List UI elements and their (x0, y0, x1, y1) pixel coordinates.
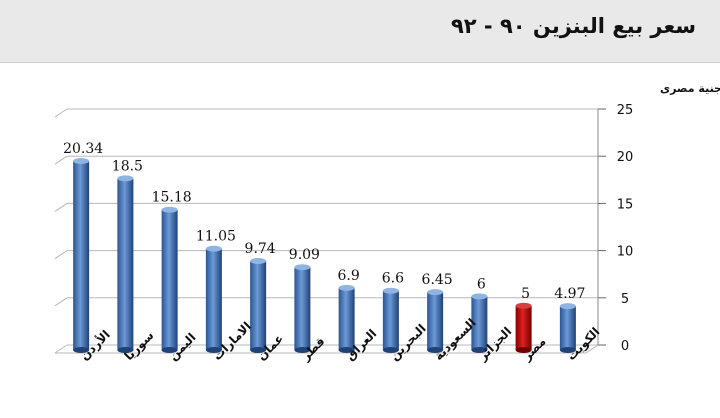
value-label: 4.97 (554, 286, 585, 302)
bars (73, 157, 576, 353)
y-axis-label: جنية مصرى (660, 82, 720, 95)
bar-top (205, 245, 222, 252)
grid-line-side (54, 297, 68, 307)
value-label: 9.09 (289, 247, 320, 263)
bar-base (515, 347, 532, 353)
value-label: 18.5 (112, 158, 143, 174)
bar-top (471, 293, 488, 300)
value-label: 11.05 (196, 229, 236, 245)
y-tick-label: 15 (617, 197, 634, 212)
bar-top (161, 206, 178, 213)
bar-top (382, 287, 399, 294)
grid-line-side (54, 250, 68, 260)
value-labels: 20.34 18.5 15.18 11.05 9.74 9.09 6.9 6.6 6.45 6 5 4… (63, 141, 585, 302)
bar-base (382, 347, 399, 353)
bar (294, 267, 311, 350)
value-label: 6.9 (337, 268, 359, 284)
bar-base (73, 347, 90, 353)
bar (559, 306, 576, 350)
bar (338, 287, 355, 350)
bar-top (338, 284, 355, 291)
value-label: 6 (477, 276, 486, 292)
y-axis: 0 5 10 15 20 25 (597, 103, 634, 354)
bar-top (294, 264, 311, 271)
value-label: 20.34 (63, 141, 103, 157)
bar-base (250, 347, 267, 353)
bar (515, 305, 532, 350)
bar-base (294, 347, 311, 353)
bar-base (205, 347, 222, 353)
bar-base (117, 347, 134, 353)
y-tick-label: 5 (621, 292, 629, 307)
bar (471, 296, 488, 350)
bar (382, 290, 399, 350)
y-tick-label: 20 (617, 150, 634, 165)
bar-top (515, 302, 532, 309)
bar-base (338, 347, 355, 353)
bar-top (73, 157, 90, 164)
bar-top (427, 289, 444, 296)
value-label: 15.18 (152, 190, 192, 206)
grid-line-side (54, 108, 68, 118)
title-bar: سعر بيع البنزين ٩٠ - ٩٢ (0, 0, 720, 63)
grid-line-side (54, 202, 68, 212)
value-label: 9.74 (245, 241, 276, 257)
bar-top (250, 258, 267, 265)
value-label: 6.45 (422, 272, 453, 288)
bar (250, 261, 267, 350)
y-tick-label: 25 (617, 103, 634, 118)
bar (73, 160, 90, 350)
bar-base (161, 347, 178, 353)
bar (427, 292, 444, 350)
value-label: 6.6 (382, 271, 404, 287)
floor-edge (585, 344, 599, 354)
bar-top (117, 175, 134, 182)
chart-title: سعر بيع البنزين ٩٠ - ٩٢ (450, 14, 696, 38)
bar-base (427, 347, 444, 353)
bar-base (559, 347, 576, 353)
bar-chart: 0 5 10 15 20 25 20.34 18.5 15.18 11.05 9.74 9.09 6.… (54, 82, 720, 364)
grid-line-side (54, 155, 68, 165)
y-tick-label: 0 (621, 339, 629, 354)
bar-base (471, 347, 488, 353)
bar (205, 248, 222, 350)
value-label: 5 (521, 286, 530, 302)
y-tick-label: 10 (617, 245, 634, 260)
grid-lines (54, 108, 599, 354)
bar-top (559, 303, 576, 310)
bar (117, 178, 134, 350)
bar (161, 209, 178, 350)
grid-line-side (54, 344, 68, 354)
